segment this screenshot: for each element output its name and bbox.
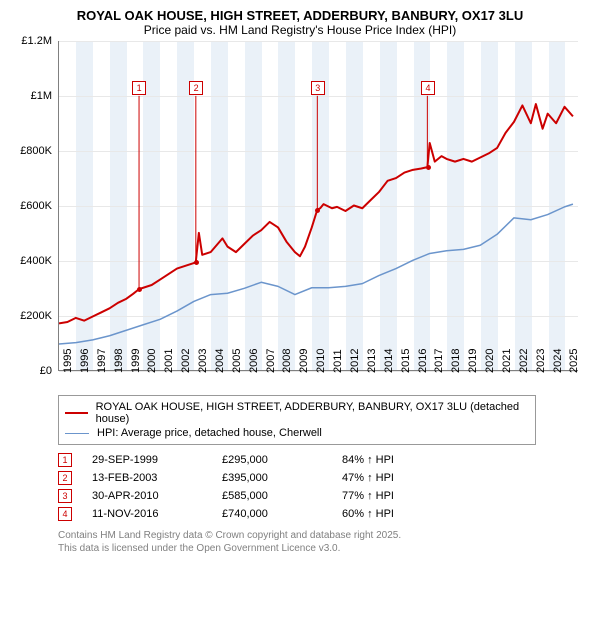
sale-date: 13-FEB-2003 (92, 472, 202, 484)
x-axis-label: 2012 (349, 349, 361, 373)
sale-price: £295,000 (222, 454, 322, 466)
sale-row-marker: 1 (58, 453, 72, 467)
legend-swatch (65, 412, 88, 414)
x-axis-label: 2023 (535, 349, 547, 373)
y-axis-label: £1M (12, 90, 52, 102)
x-axis-label: 2002 (180, 349, 192, 373)
x-axis-label: 1999 (130, 349, 142, 373)
footer-line-1: Contains HM Land Registry data © Crown c… (58, 529, 590, 542)
sale-marker-box: 4 (421, 81, 435, 95)
sale-date: 30-APR-2010 (92, 490, 202, 502)
sale-marker-dot (315, 208, 320, 213)
series-line-0 (59, 104, 573, 323)
x-axis-label: 1996 (79, 349, 91, 373)
x-axis-label: 2007 (265, 349, 277, 373)
x-axis-label: 2018 (450, 349, 462, 373)
chart-container: ROYAL OAK HOUSE, HIGH STREET, ADDERBURY,… (0, 0, 600, 620)
x-axis-label: 2005 (231, 349, 243, 373)
legend-item: HPI: Average price, detached house, Cher… (65, 426, 529, 440)
legend-label: ROYAL OAK HOUSE, HIGH STREET, ADDERBURY,… (96, 401, 529, 425)
sale-price: £740,000 (222, 508, 322, 520)
x-axis-label: 2017 (433, 349, 445, 373)
sale-row-marker: 2 (58, 471, 72, 485)
x-axis-label: 2019 (467, 349, 479, 373)
sale-marker-box: 3 (311, 81, 325, 95)
footer: Contains HM Land Registry data © Crown c… (58, 529, 590, 555)
x-axis-label: 2024 (552, 349, 564, 373)
sale-row-marker: 3 (58, 489, 72, 503)
x-axis-label: 2009 (298, 349, 310, 373)
x-axis-label: 1995 (62, 349, 74, 373)
sale-marker-box: 2 (189, 81, 203, 95)
y-axis-label: £0 (12, 365, 52, 377)
x-axis-label: 2022 (518, 349, 530, 373)
sale-delta: 84% ↑ HPI (342, 454, 452, 466)
y-axis-label: £1.2M (12, 35, 52, 47)
x-axis-label: 2016 (417, 349, 429, 373)
table-row: 4 11-NOV-2016 £740,000 60% ↑ HPI (58, 505, 590, 523)
legend: ROYAL OAK HOUSE, HIGH STREET, ADDERBURY,… (58, 395, 536, 445)
x-axis-label: 2010 (315, 349, 327, 373)
footer-line-2: This data is licensed under the Open Gov… (58, 542, 590, 555)
legend-label: HPI: Average price, detached house, Cher… (97, 427, 322, 439)
plot-region: 1 2 3 4 (58, 41, 578, 371)
table-row: 3 30-APR-2010 £585,000 77% ↑ HPI (58, 487, 590, 505)
legend-swatch (65, 433, 89, 434)
y-axis-label: £400K (12, 255, 52, 267)
y-axis-label: £600K (12, 200, 52, 212)
x-axis-label: 2015 (400, 349, 412, 373)
x-axis-label: 2020 (484, 349, 496, 373)
chart-area: 1234 £0£200K£400K£600K£800K£1M£1.2M19951… (18, 41, 578, 391)
x-axis-label: 2003 (197, 349, 209, 373)
x-axis-label: 2001 (163, 349, 175, 373)
x-axis-label: 1997 (96, 349, 108, 373)
sale-marker-dot (426, 165, 431, 170)
x-axis-label: 2011 (332, 349, 344, 373)
table-row: 1 29-SEP-1999 £295,000 84% ↑ HPI (58, 451, 590, 469)
sale-delta: 77% ↑ HPI (342, 490, 452, 502)
x-axis-label: 2013 (366, 349, 378, 373)
sale-delta: 47% ↑ HPI (342, 472, 452, 484)
chart-subtitle: Price paid vs. HM Land Registry's House … (10, 23, 590, 37)
x-axis-label: 2014 (383, 349, 395, 373)
sale-price: £585,000 (222, 490, 322, 502)
chart-title: ROYAL OAK HOUSE, HIGH STREET, ADDERBURY,… (10, 8, 590, 23)
x-axis-label: 2008 (281, 349, 293, 373)
sale-marker-box: 1 (132, 81, 146, 95)
sale-row-marker: 4 (58, 507, 72, 521)
sale-marker-dot (194, 260, 199, 265)
legend-item: ROYAL OAK HOUSE, HIGH STREET, ADDERBURY,… (65, 400, 529, 426)
series-line-1 (59, 204, 573, 344)
y-axis-label: £800K (12, 145, 52, 157)
x-axis-label: 2006 (248, 349, 260, 373)
sale-price: £395,000 (222, 472, 322, 484)
sale-date: 29-SEP-1999 (92, 454, 202, 466)
x-axis-label: 2000 (146, 349, 158, 373)
sales-table: 1 29-SEP-1999 £295,000 84% ↑ HPI 2 13-FEB-200… (58, 451, 590, 523)
x-axis-label: 2004 (214, 349, 226, 373)
y-axis-label: £200K (12, 310, 52, 322)
x-axis-label: 2025 (568, 349, 580, 373)
table-row: 2 13-FEB-2003 £395,000 47% ↑ HPI (58, 469, 590, 487)
x-axis-label: 1998 (113, 349, 125, 373)
sale-delta: 60% ↑ HPI (342, 508, 452, 520)
sale-date: 11-NOV-2016 (92, 508, 202, 520)
x-axis-label: 2021 (501, 349, 513, 373)
